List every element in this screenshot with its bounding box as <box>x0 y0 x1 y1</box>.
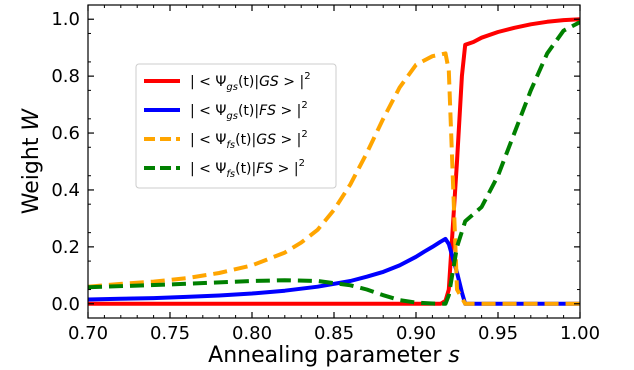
y-tick-label: 0.2 <box>51 237 80 258</box>
y-axis-title-text: Weight <box>19 137 44 214</box>
x-axis-title: Annealing parameter s <box>208 343 460 368</box>
x-axis-variable: s <box>448 343 459 368</box>
legend-label-1: | < Ψgs(t)|GS > |2 <box>190 71 311 93</box>
legend-label-4: | < Ψfs(t)|FS > |2 <box>190 158 305 180</box>
x-tick-label: 0.70 <box>68 323 108 344</box>
series-line-2 <box>88 236 580 306</box>
legend-box <box>135 63 337 189</box>
y-tick-label: 0.4 <box>51 180 80 201</box>
x-tick-label: 0.75 <box>150 323 190 344</box>
series-line-3 <box>88 51 580 306</box>
series-layer <box>88 17 580 306</box>
y-axis-variable: W <box>19 108 44 131</box>
x-tick-label: 0.95 <box>478 323 518 344</box>
legend-label-3: | < Ψfs(t)|GS > |2 <box>190 129 308 151</box>
y-axis-title: Weight W <box>19 108 44 215</box>
x-tick-label: 0.80 <box>232 323 272 344</box>
series-line-4 <box>88 20 580 306</box>
x-tick-label: 0.85 <box>314 323 354 344</box>
y-tick-label: 0.6 <box>51 123 80 144</box>
y-axis: 0.0 0.2 0.4 0.6 0.8 1.0 <box>51 9 580 315</box>
x-tick-label: 0.90 <box>396 323 436 344</box>
plot-area <box>87 4 581 319</box>
x-tick-label: 1.00 <box>560 323 600 344</box>
y-tick-label: 0.8 <box>51 66 80 87</box>
x-axis-title-text: Annealing parameter <box>208 343 442 368</box>
x-axis: 0.70 0.75 0.80 0.85 0.90 0.95 1.00 <box>68 5 600 344</box>
legend-label-2: | < Ψgs(t)|FS > |2 <box>190 100 308 122</box>
series-line-1 <box>88 17 580 306</box>
y-tick-label: 0.0 <box>51 294 80 315</box>
y-tick-label: 1.0 <box>51 9 80 30</box>
legend: | < Ψgs(t)|GS > |2 | < Ψgs(t)|FS > |2 | < … <box>135 63 337 189</box>
